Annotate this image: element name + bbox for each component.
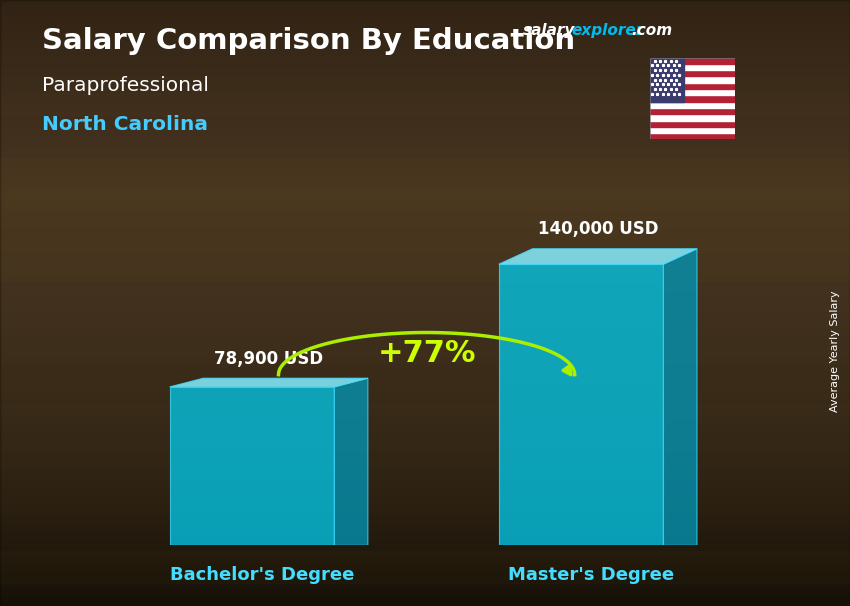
- Bar: [0, 351, 850, 384]
- Bar: [0, 168, 850, 238]
- Text: 78,900 USD: 78,900 USD: [214, 350, 323, 368]
- Bar: [0, 0, 850, 62]
- Bar: [0, 2, 850, 47]
- Bar: [650, 127, 735, 133]
- Bar: [0, 9, 850, 55]
- Bar: [650, 76, 735, 83]
- Bar: [650, 114, 735, 121]
- Bar: [650, 108, 735, 114]
- Text: +77%: +77%: [377, 339, 476, 368]
- Text: Master's Degree: Master's Degree: [508, 567, 674, 585]
- Bar: [650, 121, 735, 127]
- Bar: [650, 58, 735, 64]
- Bar: [650, 70, 735, 76]
- Bar: [650, 83, 735, 89]
- Text: 140,000 USD: 140,000 USD: [538, 220, 658, 238]
- Polygon shape: [663, 248, 697, 545]
- Bar: [650, 95, 735, 102]
- Polygon shape: [499, 264, 663, 545]
- Text: .com: .com: [632, 23, 672, 38]
- Text: explorer: explorer: [571, 23, 643, 38]
- Bar: [650, 58, 684, 102]
- Text: Salary Comparison By Education: Salary Comparison By Education: [42, 27, 575, 55]
- Bar: [650, 89, 735, 95]
- Text: North Carolina: North Carolina: [42, 115, 208, 134]
- Bar: [650, 102, 735, 108]
- Text: Bachelor's Degree: Bachelor's Degree: [170, 567, 354, 585]
- Polygon shape: [170, 387, 334, 545]
- Text: salary: salary: [523, 23, 575, 38]
- Text: Average Yearly Salary: Average Yearly Salary: [830, 291, 840, 412]
- Text: Paraprofessional: Paraprofessional: [42, 76, 209, 95]
- Bar: [0, 351, 850, 402]
- Polygon shape: [499, 248, 697, 264]
- Bar: [0, 0, 850, 102]
- Bar: [0, 458, 850, 571]
- Polygon shape: [170, 378, 368, 387]
- Bar: [650, 133, 735, 139]
- Polygon shape: [334, 378, 368, 545]
- Bar: [650, 64, 735, 70]
